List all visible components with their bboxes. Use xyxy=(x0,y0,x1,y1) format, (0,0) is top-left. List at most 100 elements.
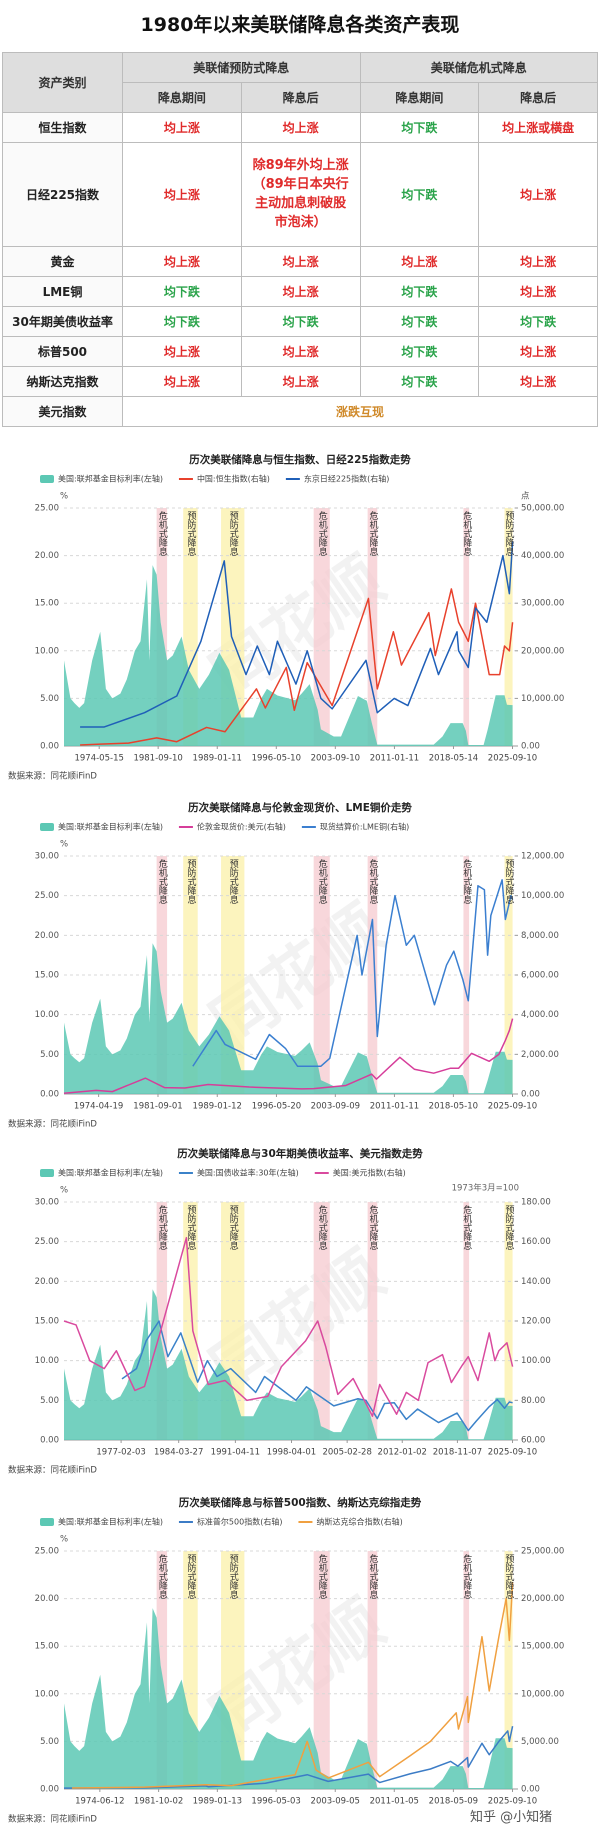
data-source: 数据来源：同花顺iFinD xyxy=(8,771,97,782)
rate-cut-band xyxy=(313,1202,330,1440)
y-tick-label: 0.00 xyxy=(40,1785,59,1795)
band-label: 危机式降息 xyxy=(461,510,472,556)
line-series xyxy=(63,1018,514,1095)
asset-cell: 日经225指数 xyxy=(2,141,123,248)
header-row: 资产类别 美联储预防式降息 美联储危机式降息 xyxy=(2,52,598,113)
x-tick-label: 1981-09-10 xyxy=(133,754,182,764)
y-tick-label: 10.00 xyxy=(35,1010,59,1020)
y-tick-label: 5.00 xyxy=(40,1396,59,1406)
asset-cell: LME铜 xyxy=(2,276,123,308)
band-label: 预防式降息 xyxy=(185,1205,196,1250)
asset-cell: 恒生指数 xyxy=(2,112,123,143)
x-tick-label: 2018-11-07 xyxy=(433,1448,482,1458)
band-label: 预防式降息 xyxy=(504,1554,515,1599)
rate-cut-band xyxy=(463,508,470,746)
band-label: 危机式降息 xyxy=(157,510,168,556)
x-tick-label: 1996-05-20 xyxy=(252,1102,301,1112)
x-tick-label: 1981-10-02 xyxy=(134,1797,183,1807)
value-cell: 均下跌 xyxy=(359,276,480,308)
y-tick-label: 25.00 xyxy=(35,1237,59,1247)
band-label: 预防式降息 xyxy=(185,1554,196,1599)
y-unit: % xyxy=(60,1186,68,1196)
chart: 历次美联储降息与恒生指数、日经225指数走势同花顺0.005.0010.0015… xyxy=(8,453,564,782)
line-series xyxy=(63,1236,514,1417)
y-tick-label: 5.00 xyxy=(40,1050,59,1060)
y-tick-label: 0.00 xyxy=(40,1436,59,1446)
x-tick-label: 1998-04-01 xyxy=(267,1448,316,1458)
x-tick-label: 1974-05-15 xyxy=(74,754,123,764)
value-cell: 均上涨 xyxy=(359,246,480,278)
band-label: 危机式降息 xyxy=(461,1204,472,1250)
y-tick-label: 5.00 xyxy=(40,694,59,704)
line-series xyxy=(80,541,514,728)
y2-tick-label: 50,000.00 xyxy=(521,504,564,514)
y2-tick-label: 12,000.00 xyxy=(521,852,564,862)
value-cell: 涨跌互现 xyxy=(122,396,598,428)
y2-tick-label: 160.00 xyxy=(521,1237,551,1247)
table-row: 黄金 均上涨 均上涨 均上涨 均上涨 xyxy=(2,246,598,278)
table-row: LME铜 均下跌 均上涨 均下跌 均上涨 xyxy=(2,276,598,308)
legend-swatch xyxy=(40,823,54,831)
legend-label: 美国:国债收益率:30年(左轴) xyxy=(197,1168,299,1178)
data-source: 数据来源：同花顺iFinD xyxy=(8,1814,97,1825)
line-series xyxy=(72,1582,514,1789)
rate-cut-band xyxy=(313,856,330,1094)
x-tick-label: 2018-05-09 xyxy=(429,1797,478,1807)
band-label: 危机式降息 xyxy=(367,1553,378,1599)
table-row: 恒生指数 均上涨 均上涨 均下跌 均上涨或横盘 xyxy=(2,112,598,143)
table-row: 纳斯达克指数 均上涨 均上涨 均下跌 均上涨 xyxy=(2,366,598,398)
value-cell: 均上涨 xyxy=(122,366,242,398)
value-cell: 均下跌 xyxy=(122,306,242,338)
legend-label: 现货结算价:LME铜(右轴) xyxy=(320,822,409,832)
area-series xyxy=(64,943,513,1094)
y2-unit: 点 xyxy=(521,492,530,502)
chart-title: 历次美联储降息与伦敦金现货价、LME铜价走势 xyxy=(188,801,412,814)
value-cell: 均下跌 xyxy=(359,141,480,248)
legend-label: 纳斯达克综合指数(右轴) xyxy=(316,1517,402,1527)
footer-watermark: 知乎 @小知猪 xyxy=(470,1810,553,1825)
area-series xyxy=(64,1289,513,1440)
value-cell: 均上涨 xyxy=(122,336,242,368)
y-tick-label: 25.00 xyxy=(35,891,59,901)
x-tick-label: 2005-02-28 xyxy=(322,1448,371,1458)
asset-cell: 黄金 xyxy=(2,246,123,278)
table-row: 标普500 均上涨 均上涨 均下跌 均上涨 xyxy=(2,336,598,368)
y2-tick-label: 0.00 xyxy=(521,742,540,752)
x-tick-label: 1984-03-27 xyxy=(154,1448,203,1458)
y2-tick-label: 180.00 xyxy=(521,1198,551,1208)
y2-tick-label: 40,000.00 xyxy=(521,551,564,561)
x-tick-label: 2025-09-10 xyxy=(488,1102,537,1112)
header-cell: 降息期间 xyxy=(359,82,480,113)
y-tick-label: 20.00 xyxy=(35,1277,59,1287)
x-tick-label: 1989-01-13 xyxy=(193,1797,242,1807)
x-tick-label: 1974-06-12 xyxy=(75,1797,124,1807)
x-tick-label: 1996-05-10 xyxy=(252,754,301,764)
line-series xyxy=(80,588,514,746)
rate-cut-band xyxy=(367,508,378,746)
y-unit: % xyxy=(60,840,68,850)
x-tick-label: 2025-09-10 xyxy=(488,754,537,764)
y-tick-label: 15.00 xyxy=(35,971,59,981)
y-tick-label: 10.00 xyxy=(35,646,59,656)
y2-tick-label: 5,000.00 xyxy=(521,1737,559,1747)
band-label: 危机式降息 xyxy=(367,510,378,556)
y2-tick-label: 10,000.00 xyxy=(521,891,564,901)
x-tick-label: 2012-01-02 xyxy=(378,1448,427,1458)
value-cell: 均上涨 xyxy=(240,366,361,398)
y2-tick-label: 140.00 xyxy=(521,1277,551,1287)
legend-label: 美国:联邦基金目标利率(左轴) xyxy=(58,1517,163,1527)
band-label: 预防式降息 xyxy=(504,511,515,556)
y2-tick-label: 10,000.00 xyxy=(521,1689,564,1699)
value-cell: 均上涨 xyxy=(122,112,242,143)
value-cell: 均上涨 xyxy=(478,246,598,278)
y-unit: % xyxy=(60,492,68,502)
band-label: 危机式降息 xyxy=(317,1553,328,1599)
rate-cut-band xyxy=(504,508,513,746)
y2-tick-label: 10,000.00 xyxy=(521,694,564,704)
x-tick-label: 1977-02-03 xyxy=(96,1448,145,1458)
band-label: 危机式降息 xyxy=(157,858,168,904)
x-tick-label: 1996-05-03 xyxy=(251,1797,300,1807)
y2-tick-label: 2,000.00 xyxy=(521,1050,559,1060)
y2-tick-label: 0.00 xyxy=(521,1785,540,1795)
header-cell: 资产类别 xyxy=(2,52,123,113)
